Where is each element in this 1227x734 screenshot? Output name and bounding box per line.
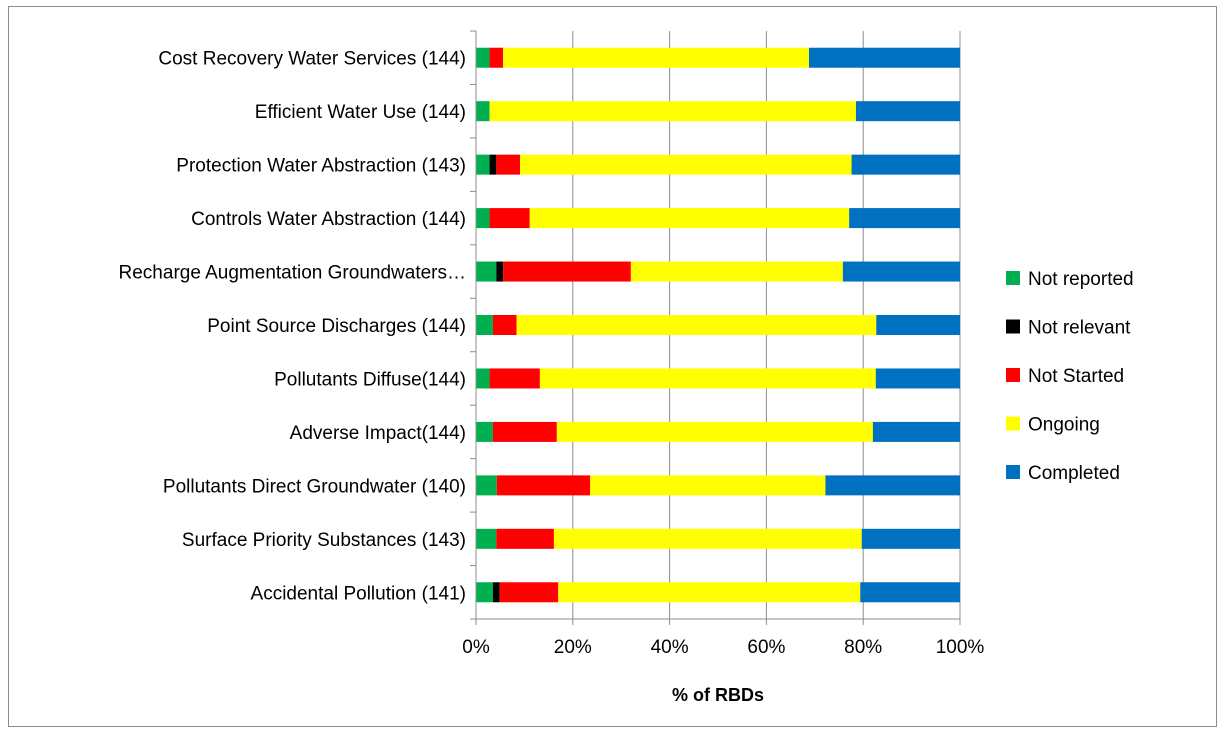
legend-label: Not relevant — [1028, 318, 1131, 339]
stacked-bar-chart: Cost Recovery Water Services (144) Effici… — [9, 7, 1216, 726]
bar-segment — [490, 48, 504, 68]
bar-segment — [476, 315, 493, 335]
bar-segment — [856, 101, 960, 121]
bar-segment — [558, 582, 860, 602]
category-labels: Cost Recovery Water Services (144) Effici… — [119, 49, 466, 605]
bar-segment — [476, 155, 490, 175]
bar-segment — [476, 422, 493, 442]
category-label: Cost Recovery Water Services (144) — [158, 49, 466, 70]
bar-segment — [843, 262, 960, 282]
bar-segment — [852, 155, 960, 175]
bar-segment — [496, 155, 520, 175]
bar-segment — [873, 422, 960, 442]
bar-segment — [476, 368, 490, 388]
category-label: Surface Priority Substances (143) — [182, 530, 466, 551]
x-tick-labels: 0% 20% 40% 60% 80% 100% — [462, 637, 984, 658]
bar-segment — [503, 262, 631, 282]
bar-segment — [497, 475, 590, 495]
bar-segment — [476, 208, 490, 228]
x-tick-label: 20% — [554, 637, 592, 658]
bar-segment — [520, 155, 852, 175]
category-label: Controls Water Abstraction (144) — [191, 209, 466, 230]
bar-segment — [490, 368, 540, 388]
bar-segment — [490, 155, 497, 175]
bar-segment — [517, 315, 877, 335]
legend-swatch — [1006, 417, 1020, 431]
category-label: Pollutants Diffuse(144) — [274, 369, 466, 390]
x-tick-label: 80% — [844, 637, 882, 658]
bar-segment — [862, 529, 960, 549]
legend: Not reported Not relevant Not Started Ongoi… — [1006, 269, 1134, 484]
bar-segment — [590, 475, 825, 495]
category-label: Protection Water Abstraction (143) — [176, 156, 466, 177]
bar-segment — [825, 475, 960, 495]
category-label: Efficient Water Use (144) — [255, 102, 466, 123]
bar-segment — [860, 582, 960, 602]
bar-segment — [496, 262, 503, 282]
bar-segment — [530, 208, 849, 228]
legend-label: Not reported — [1028, 269, 1134, 290]
bar-segment — [631, 262, 843, 282]
x-tick-label: 40% — [651, 637, 689, 658]
legend-label: Ongoing — [1028, 415, 1100, 436]
category-label: Recharge Augmentation Groundwaters… — [119, 263, 466, 284]
bar-segment — [557, 422, 873, 442]
bar-segment — [500, 582, 559, 602]
chart-frame: Cost Recovery Water Services (144) Effici… — [8, 6, 1217, 727]
bar-segment — [476, 48, 490, 68]
bar-segment — [476, 582, 493, 602]
bar-segment — [476, 475, 497, 495]
bar-segment — [493, 422, 557, 442]
bar-segment — [476, 262, 496, 282]
bar-segment — [849, 208, 960, 228]
legend-swatch — [1006, 271, 1020, 285]
bar-segment — [490, 208, 530, 228]
legend-label: Not Started — [1028, 366, 1124, 387]
legend-label: Completed — [1028, 463, 1120, 484]
bar-segment — [496, 529, 554, 549]
bar-segment — [476, 529, 496, 549]
bar-segment — [540, 368, 876, 388]
bar-segment — [554, 529, 862, 549]
bars — [476, 48, 960, 603]
category-label: Adverse Impact(144) — [290, 423, 466, 444]
bar-segment — [493, 315, 517, 335]
bar-segment — [503, 48, 809, 68]
legend-swatch — [1006, 320, 1020, 334]
bar-segment — [876, 368, 960, 388]
legend-swatch — [1006, 465, 1020, 479]
bar-segment — [809, 48, 960, 68]
x-axis-title: % of RBDs — [672, 685, 764, 705]
bar-segment — [490, 101, 856, 121]
category-label: Point Source Discharges (144) — [207, 316, 466, 337]
category-label: Pollutants Direct Groundwater (140) — [163, 476, 466, 497]
bar-segment — [476, 101, 490, 121]
x-tick-label: 60% — [747, 637, 785, 658]
x-tick-label: 0% — [462, 637, 490, 658]
category-label: Accidental Pollution (141) — [251, 583, 466, 604]
legend-swatch — [1006, 368, 1020, 382]
bar-segment — [493, 582, 500, 602]
bar-segment — [876, 315, 960, 335]
x-tick-label: 100% — [936, 637, 985, 658]
